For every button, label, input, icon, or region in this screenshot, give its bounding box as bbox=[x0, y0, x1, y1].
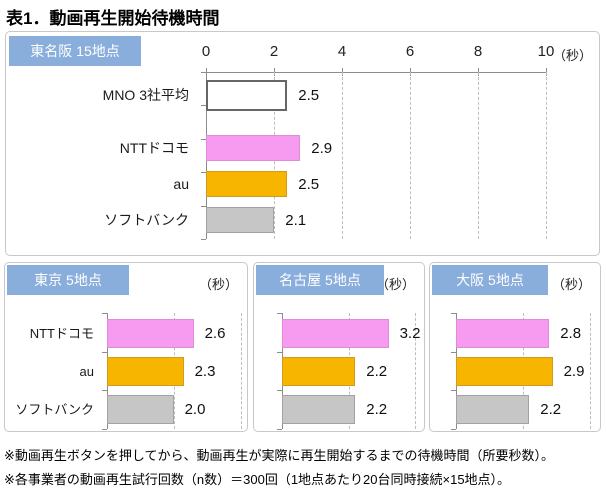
gridline bbox=[241, 313, 242, 429]
category-label-docomo: NTTドコモ bbox=[29, 326, 94, 341]
x-tick-label: 0 bbox=[201, 43, 211, 60]
tokyo-axis-unit-label: （秒） bbox=[198, 277, 238, 292]
x-tick-label: 2 bbox=[269, 43, 279, 60]
sub-chart-panel-nagoya: 名古屋 5地点 （秒） 3.2 2.2 2.2 bbox=[253, 262, 425, 432]
gridline bbox=[478, 72, 479, 239]
bar-row: 2.0 bbox=[107, 395, 205, 424]
bar-value-label: 2.8 bbox=[560, 325, 582, 342]
osaka-chart-header-badge: 大阪 5地点 bbox=[432, 265, 548, 295]
category-label-au: au bbox=[173, 176, 189, 192]
y-axis-tick bbox=[201, 239, 206, 240]
nagoya-chart-header-badge: 名古屋 5地点 bbox=[256, 265, 384, 295]
y-axis-tick bbox=[277, 390, 282, 391]
y-axis-tick bbox=[201, 72, 206, 73]
bar-au bbox=[456, 357, 553, 386]
gridline bbox=[546, 72, 547, 239]
x-tick-label: 10 bbox=[537, 43, 555, 60]
bar-row: 2.9 bbox=[206, 135, 332, 161]
main-chart-panel: 東名阪 15地点 （秒） 0 2 4 6 8 10 MNO 3社平均 2. bbox=[5, 31, 600, 256]
bar-softbank bbox=[107, 395, 174, 424]
bar-value-label: 2.9 bbox=[311, 139, 333, 157]
bar-row: 2.8 bbox=[456, 319, 581, 348]
y-axis-tick bbox=[201, 139, 206, 140]
bar-value-label: 2.2 bbox=[366, 401, 388, 418]
category-label-docomo: NTTドコモ bbox=[119, 140, 189, 156]
y-axis-tick bbox=[277, 313, 282, 314]
y-axis-tick bbox=[451, 313, 456, 314]
footnote-measurement-definition: ※動画再生ボタンを押してから、動画再生が実際に再生開始するまでの待機時間（所要秒… bbox=[4, 448, 555, 463]
bar-value-label: 2.1 bbox=[285, 211, 307, 229]
y-axis-tick bbox=[102, 313, 107, 314]
x-tick-label: 8 bbox=[473, 43, 483, 60]
bar-value-label: 2.2 bbox=[540, 401, 562, 418]
bar-row: 2.3 bbox=[107, 357, 215, 386]
bar-docomo bbox=[206, 135, 301, 161]
sub-chart-panel-tokyo: 東京 5地点 （秒） NTTドコモ 2.6 au 2.3 ソフトバンク 2.0 bbox=[4, 262, 248, 432]
bar-row: 3.2 bbox=[282, 319, 420, 348]
bar-value-label: 2.5 bbox=[298, 175, 320, 193]
bar-row: 2.9 bbox=[456, 357, 584, 386]
bar-value-label: 2.0 bbox=[184, 401, 206, 418]
y-axis-tick bbox=[102, 429, 107, 430]
category-label-softbank: ソフトバンク bbox=[104, 212, 189, 228]
category-label-mno-average: MNO 3社平均 bbox=[102, 87, 189, 103]
bar-row: 2.6 bbox=[107, 319, 225, 348]
bar-value-label: 2.2 bbox=[366, 363, 388, 380]
bar-row: 2.2 bbox=[282, 395, 387, 424]
bar-docomo bbox=[107, 319, 194, 348]
y-axis-tick bbox=[201, 206, 206, 207]
bar-row: 2.1 bbox=[206, 207, 306, 233]
y-axis-tick bbox=[451, 352, 456, 353]
bar-au bbox=[107, 357, 184, 386]
y-axis-tick bbox=[451, 429, 456, 430]
bar-row: 2.2 bbox=[282, 357, 387, 386]
bar-value-label: 2.3 bbox=[194, 363, 216, 380]
category-label-softbank: ソフトバンク bbox=[15, 402, 94, 417]
page-title: 表1．動画再生開始待機時間 bbox=[6, 9, 220, 28]
bar-au bbox=[206, 171, 288, 197]
bar-softbank bbox=[282, 395, 356, 424]
bar-row: 2.5 bbox=[206, 80, 319, 111]
x-axis-line bbox=[206, 72, 547, 73]
bar-softbank bbox=[206, 207, 275, 233]
bar-docomo bbox=[456, 319, 550, 348]
gridline bbox=[590, 313, 591, 429]
main-axis-unit-label: （秒） bbox=[553, 48, 593, 63]
x-tick-label: 4 bbox=[337, 43, 347, 60]
gridline bbox=[415, 313, 416, 429]
bar-mno-average bbox=[206, 80, 288, 111]
sub-chart-panel-osaka: 大阪 5地点 （秒） 2.8 2.9 2.2 bbox=[429, 262, 601, 432]
bar-row: 2.2 bbox=[456, 395, 561, 424]
bar-value-label: 2.9 bbox=[563, 363, 585, 380]
bar-docomo bbox=[282, 319, 389, 348]
y-axis-tick bbox=[451, 390, 456, 391]
bar-value-label: 2.6 bbox=[204, 325, 226, 342]
y-axis-tick bbox=[277, 352, 282, 353]
gridline bbox=[410, 72, 411, 239]
bar-row: 2.5 bbox=[206, 171, 319, 197]
category-label-au: au bbox=[79, 364, 94, 379]
bar-value-label: 3.2 bbox=[399, 325, 421, 342]
bar-au bbox=[282, 357, 356, 386]
y-axis-tick bbox=[102, 390, 107, 391]
y-axis-tick bbox=[102, 352, 107, 353]
bar-softbank bbox=[456, 395, 530, 424]
bar-value-label: 2.5 bbox=[298, 87, 320, 104]
nagoya-axis-unit-label: （秒） bbox=[375, 277, 415, 292]
osaka-axis-unit-label: （秒） bbox=[551, 277, 591, 292]
footnote-sample-size: ※各事業者の動画再生試行回数（n数）＝300回（1地点あたり20台同時接続×15… bbox=[4, 472, 511, 487]
tokyo-chart-header-badge: 東京 5地点 bbox=[7, 265, 129, 295]
y-axis-tick bbox=[201, 105, 206, 106]
x-tick-label: 6 bbox=[405, 43, 415, 60]
y-axis-tick bbox=[277, 429, 282, 430]
main-chart-header-badge: 東名阪 15地点 bbox=[9, 36, 141, 66]
y-axis-tick bbox=[201, 172, 206, 173]
gridline bbox=[342, 72, 343, 239]
